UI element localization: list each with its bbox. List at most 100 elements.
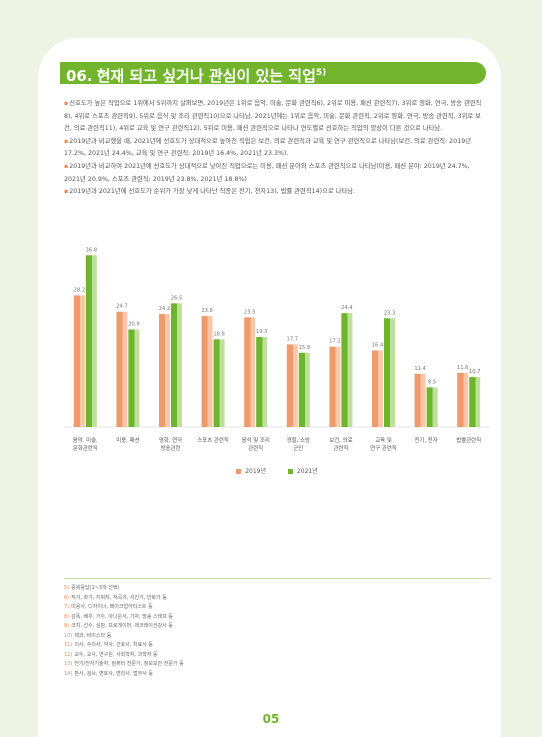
footnote-text: 미용사, 디자이너, 메이크업아티스트 등 <box>71 604 153 610</box>
footnote-text: 중복응답(1~3개 선택) <box>71 585 120 591</box>
footnote-divider <box>64 578 490 579</box>
data-label: 24.2 <box>159 306 171 312</box>
bar-chart: 28.2 36.8 음악, 미술, 문화관련직 24.7 20.9 미용, 패션 24.2 26… <box>64 232 490 482</box>
bullet-icon: ▪ <box>64 137 69 145</box>
footnote-text: 감독, 배우, 가수, 아나운서, 기자, 방송 스태프 등 <box>71 613 174 620</box>
paragraph: ▪2019년과 비교하여 2021년에 선호도가 상대적으로 낮아진 직업으로는… <box>64 161 484 186</box>
category-label: 미용, 패션 <box>116 436 139 444</box>
legend-item-2021: 2021년 <box>287 466 318 475</box>
bar-2019 <box>457 372 469 427</box>
footnote-text: 제과, 바리스타 등 <box>74 632 112 639</box>
legend-label-2019: 2019년 <box>245 468 267 475</box>
legend-swatch-2021 <box>287 469 293 474</box>
section-number: 06. <box>66 67 93 85</box>
category-label: 음식 및 조리 <box>242 436 270 444</box>
data-label: 23.5 <box>244 309 256 315</box>
footnote-text: 교수, 교사, 연구원, 사회학자, 과학자 등 <box>74 651 158 658</box>
bar-2021 <box>384 318 395 427</box>
section-title: 06. 현재 되고 싶거나 관심이 있는 직업5) <box>66 61 326 88</box>
footnote-number: 10) <box>64 632 73 639</box>
footnote-item: 9) 코치, 선수, 심판, 프로게이머, 레크레이션강사 등 <box>64 622 484 632</box>
category-label: 스포츠 관련직 <box>197 437 229 444</box>
chart-legend: 2019년 2021년 <box>64 466 490 475</box>
paragraph: ▪2019년과 비교했을 때, 2021년에 선호도가 상대적으로 높아진 직업… <box>64 136 484 161</box>
category-label: 관련직 <box>333 445 348 452</box>
paragraph: ▪2019년과 2021년에 선호도가 순위가 가장 낮게 나타난 직종은 전기… <box>64 186 484 199</box>
data-label: 15.9 <box>299 345 311 351</box>
data-label: 23.8 <box>201 308 213 314</box>
legend-swatch-2019 <box>236 469 242 474</box>
bar-2021 <box>213 339 225 427</box>
data-label: 24.4 <box>341 305 353 311</box>
bar-2019 <box>244 317 256 427</box>
data-label: 26.5 <box>171 295 183 301</box>
footnote-text: 의사, 수의사, 약사, 간호사, 치료사 등 <box>74 642 154 648</box>
category-label: 연구 관련직 <box>370 444 397 452</box>
footnote-item: 12) 교수, 교사, 연구원, 사회학자, 과학자 등 <box>64 651 484 661</box>
body-text: ▪선호도가 높은 직업으로 1위에서 5위까지 살펴보면, 2019년은 1위로… <box>64 98 484 199</box>
page-number: 05 <box>262 712 280 726</box>
paragraph-text: 2019년과 비교하여 2021년에 선호도가 상대적으로 낮아진 직업으로는 … <box>64 162 470 183</box>
data-label: 24.7 <box>116 304 128 310</box>
data-label: 11.6 <box>457 365 469 371</box>
footnote-item: 13) 전기/전자기술자, 컴퓨터 전문가, 정보보안 전문가 등 <box>64 660 484 670</box>
footnote-item: 5) 중복응답(1~3개 선택) <box>64 584 484 594</box>
data-label: 10.7 <box>469 369 481 375</box>
footnote-number: 13) <box>64 661 73 667</box>
paragraph-text: 선호도가 높은 직업으로 1위에서 5위까지 살펴보면, 2019년은 1위로 … <box>64 100 482 133</box>
bar-2021 <box>256 336 268 427</box>
data-label: 17.2 <box>329 339 341 345</box>
bar-2021 <box>341 313 353 427</box>
data-label: 20.9 <box>128 321 140 327</box>
paragraph-text: 2019년과 비교했을 때, 2021년에 선호도가 상대적으로 높아진 직업은… <box>64 137 472 158</box>
bar-2021 <box>85 255 97 427</box>
footnote-item: 8) 감독, 배우, 가수, 아나운서, 기자, 방송 스태프 등 <box>64 613 484 623</box>
legend-item-2019: 2019년 <box>236 466 266 475</box>
bar-2019 <box>116 311 128 427</box>
footnote-item: 6) 작가, 화가, 지휘자, 작곡가, 사진가, 만화가 등 <box>64 594 484 604</box>
footnote-text: 판사, 검사, 변호사, 변리사, 법무사 등 <box>74 670 154 677</box>
category-label: 음악, 미술, <box>73 436 98 444</box>
bullet-icon: ▪ <box>64 100 69 107</box>
bar-2019 <box>372 350 383 427</box>
footnote-item: 10) 제과, 바리스타 등 <box>64 632 484 642</box>
category-label: 보건, 의료 <box>329 437 352 444</box>
bar-2021 <box>128 329 140 427</box>
footnote-number: 7) <box>64 604 70 610</box>
bar-2019 <box>414 373 426 427</box>
data-label: 23.3 <box>384 310 396 316</box>
section-title-bar <box>60 62 486 84</box>
category-label: 교육 및 <box>375 437 392 444</box>
footnote-number: 9) <box>64 623 70 629</box>
data-label: 19.3 <box>256 329 268 335</box>
section-title-text: 현재 되고 싶거나 관심이 있는 직업 <box>96 67 316 85</box>
data-label: 36.8 <box>86 247 98 253</box>
category-label: 문화관련직 <box>73 445 98 452</box>
legend-label-2021: 2021년 <box>296 468 318 475</box>
footnote-number: 14) <box>64 670 73 677</box>
paragraph: ▪선호도가 높은 직업으로 1위에서 5위까지 살펴보면, 2019년은 1위로… <box>64 98 484 136</box>
footnote-number: 11) <box>64 642 73 648</box>
bar-2019 <box>73 295 85 427</box>
category-label: 관련직 <box>248 445 263 452</box>
bar-2021 <box>426 387 438 427</box>
data-label: 11.4 <box>414 366 426 372</box>
category-label: 군인 <box>293 445 303 452</box>
data-label: 16.4 <box>372 342 384 348</box>
bullet-icon: ▪ <box>64 162 69 170</box>
bar-2019 <box>286 344 298 427</box>
bar-2019 <box>329 346 341 427</box>
footnotes: 5) 중복응답(1~3개 선택) 6) 작가, 화가, 지휘자, 작곡가, 사진가, … <box>64 584 484 679</box>
category-label: 영화, 연극 <box>159 436 182 444</box>
bar-2019 <box>159 314 170 427</box>
footnote-item: 14) 판사, 검사, 변호사, 변리사, 법무사 등 <box>64 670 484 680</box>
category-label: 전기, 전자 <box>414 436 437 444</box>
bar-2019 <box>201 315 213 427</box>
data-label: 18.8 <box>213 331 225 337</box>
footnote-text: 코치, 선수, 심판, 프로게이머, 레크레이션강사 등 <box>71 623 173 629</box>
bar-chart-svg: 28.2 36.8 음악, 미술,문화관련직 24.7 20.9 미용, 패션 24.226… <box>64 247 490 452</box>
section-title-footnote: 5) <box>315 68 327 78</box>
data-label: 17.7 <box>287 336 299 342</box>
category-label: 경찰, 소방 <box>287 436 310 444</box>
footnote-text: 전기/전자기술자, 컴퓨터 전문가, 정보보안 전문가 등 <box>74 661 184 667</box>
